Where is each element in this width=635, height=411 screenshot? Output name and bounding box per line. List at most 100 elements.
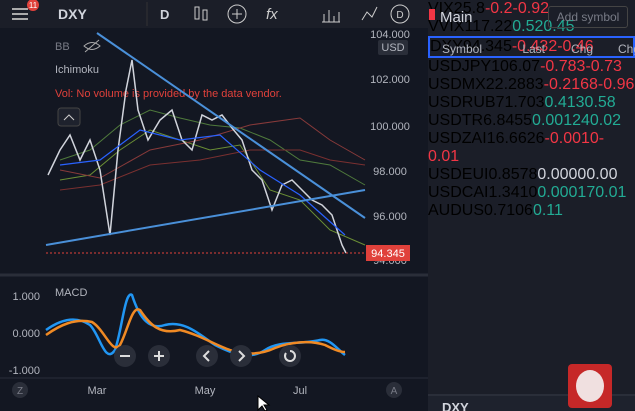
- price-tag-label: 94.345: [371, 248, 405, 260]
- macd-drawing: [45, 293, 346, 357]
- corner-button[interactable]: [12, 382, 28, 398]
- macd-label: MACD: [55, 287, 87, 299]
- price-tag: [366, 245, 410, 261]
- reset[interactable]: [279, 345, 301, 367]
- collapse-button[interactable]: [57, 107, 81, 127]
- macd-axis-label: 0.000: [12, 328, 40, 340]
- header: Chg: [570, 42, 593, 56]
- symbol: DXY: [430, 38, 463, 55]
- indicator-label: BB: [55, 41, 70, 53]
- header-row: Symbol Last Chg Chg%: [428, 42, 635, 64]
- currency-label: USD: [381, 42, 404, 54]
- change: -0.432: [511, 38, 558, 55]
- add-symbol[interactable]: Add symbol: [548, 6, 628, 28]
- price-label: 104.000: [370, 29, 410, 41]
- last: 94.345: [462, 38, 512, 55]
- symbol: USDCAI: [428, 184, 489, 201]
- change-percent: 0.01: [595, 184, 627, 201]
- time-label: May: [195, 385, 216, 397]
- last: 106.07: [491, 58, 541, 75]
- header: Chg%: [618, 42, 635, 56]
- compare-button[interactable]: [227, 4, 247, 24]
- indicators-button[interactable]: fx: [266, 6, 278, 23]
- watchlist-row[interactable]: DXY94.345-0.432-0.46: [428, 9, 635, 58]
- last: 0.8578: [488, 166, 538, 183]
- last: 16.6626: [486, 130, 545, 147]
- change-percent: -0.01: [428, 130, 605, 165]
- change-percent: 0.11: [532, 202, 563, 219]
- last: 71.703: [495, 94, 545, 111]
- time-label: Mar: [88, 385, 107, 397]
- watchlist-row[interactable]: USDMX22.2883-0.2168-0.96: [428, 9, 635, 94]
- price-label: 100.000: [370, 121, 410, 133]
- badge: [27, 0, 39, 11]
- currency-box: [378, 40, 408, 55]
- change: 0.00124: [532, 112, 590, 129]
- menu-button[interactable]: [12, 8, 28, 20]
- watchlist-row[interactable]: USDCAI1.34100.000170.01: [428, 9, 635, 202]
- symbol[interactable]: DXY: [58, 6, 87, 22]
- last: 25.8: [453, 0, 485, 17]
- replay-button[interactable]: [361, 6, 378, 21]
- watchlist-row[interactable]: USDEUI0.85780.00000.00: [428, 9, 635, 184]
- logo: [568, 364, 612, 408]
- symbol: USDTR: [428, 112, 484, 129]
- row-flag: [429, 9, 435, 20]
- last: 6.8455: [483, 112, 533, 129]
- ideas-button[interactable]: [390, 4, 410, 24]
- toolbar: [0, 0, 428, 28]
- symbol: VVIX: [428, 18, 465, 35]
- watchlist-row[interactable]: VVIX117.220.520.45: [428, 9, 635, 36]
- symbol: AUDUS: [428, 202, 485, 219]
- change: 0.413: [544, 94, 585, 111]
- candles-button[interactable]: [194, 6, 208, 21]
- chevron: [63, 114, 75, 121]
- change: 0.0000: [537, 166, 587, 183]
- change: -0.783: [540, 58, 586, 75]
- corner-button[interactable]: [386, 382, 402, 398]
- change: -0.2168: [543, 76, 598, 93]
- plus-icon: [232, 9, 242, 19]
- watchlist-row[interactable]: USDJPY106.07-0.783-0.73: [428, 9, 635, 76]
- ideas-icon: D: [396, 10, 403, 21]
- change-percent: 0.58: [584, 94, 616, 111]
- watchlist-row[interactable]: AUDUS0.71060.11: [428, 9, 635, 220]
- change-percent: -0.96: [597, 76, 635, 93]
- watchlist-row[interactable]: USDZAI16.6626-0.0010-0.01: [428, 9, 635, 166]
- price-axis: 104.000 USD 102.000 100.000 98.000 96.00…: [370, 29, 410, 267]
- change-percent: -0.46: [557, 38, 594, 55]
- badge-count: 11: [29, 1, 38, 10]
- watchlist-row[interactable]: VIX25.8-0.2-0.92: [428, 0, 635, 20]
- watchlist-row[interactable]: USDRUB71.7030.4130.58: [428, 9, 635, 112]
- chart-panel: 11 DXY D fx D BB Ichimoku Vol: No volume…: [0, 0, 428, 411]
- layout-button[interactable]: [322, 10, 340, 23]
- watchlist-title[interactable]: Main: [440, 9, 473, 26]
- corner-label: A: [391, 386, 398, 397]
- scroll-right[interactable]: [230, 345, 252, 367]
- change: 0.52: [512, 18, 544, 35]
- watchlist-row[interactable]: USDTR6.84550.001240.02: [428, 9, 635, 130]
- last: 1.3410: [488, 184, 538, 201]
- indicator-label: Ichimoku: [55, 64, 99, 76]
- last: 117.22: [464, 18, 513, 35]
- watchlist: Main Add symbol Symbol Last Chg Chg% VIX…: [428, 0, 635, 411]
- time-label: Jul: [293, 385, 307, 397]
- chart-drawing: [45, 32, 366, 254]
- change-percent: -0.73: [585, 58, 622, 75]
- change: -0.2: [484, 0, 513, 17]
- header: Symbol: [442, 42, 483, 56]
- macd-axis-label: -1.000: [9, 365, 40, 377]
- change: 0.00017: [537, 184, 596, 201]
- volume-notice: Vol: No volume is provided by the data v…: [55, 88, 282, 100]
- price-label: 96.000: [373, 211, 407, 223]
- symbol: USDRUB: [428, 94, 496, 111]
- symbol: USDMX: [428, 76, 486, 93]
- scroll-left[interactable]: [196, 345, 218, 367]
- change-percent: 0.00: [586, 166, 618, 183]
- change-percent: 0.45: [543, 18, 575, 35]
- price-label: 98.000: [373, 166, 407, 178]
- interval[interactable]: D: [160, 7, 169, 22]
- symbol: USDZAI: [428, 130, 487, 147]
- hide-icon[interactable]: [83, 39, 101, 53]
